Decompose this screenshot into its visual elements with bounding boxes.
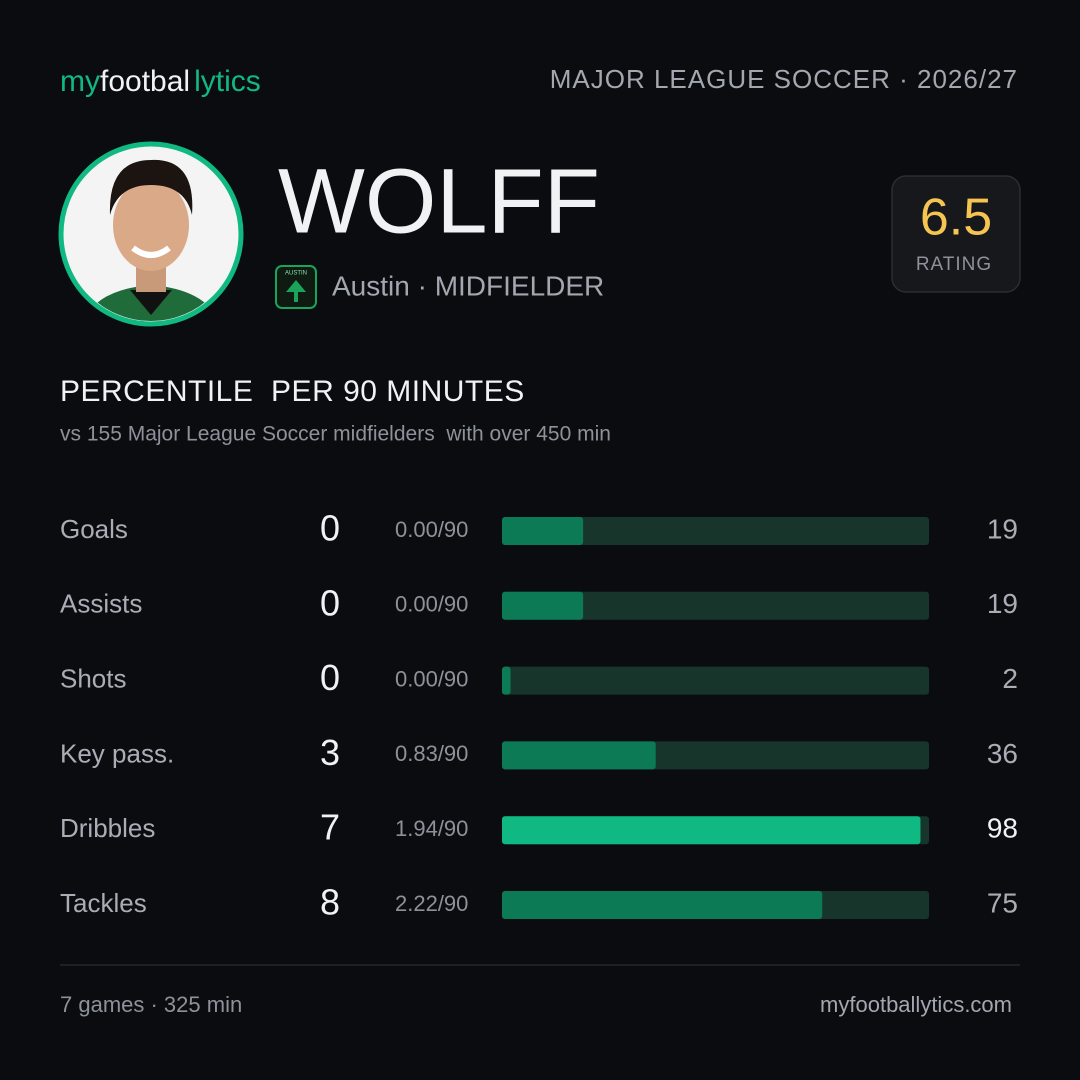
percentile-value: 2 bbox=[1002, 663, 1018, 694]
stat-per90: 1.94/90 bbox=[395, 816, 468, 841]
stat-label: Dribbles bbox=[60, 813, 155, 843]
brand-part: footbal bbox=[100, 65, 190, 98]
brand-part: my bbox=[60, 65, 100, 98]
avatar bbox=[58, 141, 244, 327]
player-name: WOLFF bbox=[278, 150, 600, 252]
percentile-value: 36 bbox=[987, 738, 1018, 769]
stat-total: 0 bbox=[320, 582, 340, 623]
brand-logo: myfootbal lytics bbox=[60, 65, 261, 98]
section-title: PERCENTILE PER 90 MINUTES bbox=[60, 375, 525, 408]
footer-right: myfootballytics.com bbox=[820, 992, 1012, 1017]
percentile-bar bbox=[502, 591, 584, 620]
percentile-bar bbox=[502, 891, 823, 919]
stat-label: Assists bbox=[60, 589, 142, 619]
percentile-bar bbox=[502, 517, 584, 545]
stat-per90: 0.83/90 bbox=[395, 741, 468, 766]
stat-total: 0 bbox=[320, 657, 340, 698]
percentile-bar bbox=[502, 666, 511, 695]
stat-total: 7 bbox=[320, 807, 340, 848]
rating-label: RATING bbox=[916, 254, 992, 275]
bar-track bbox=[502, 517, 929, 545]
stat-per90: 2.22/90 bbox=[395, 891, 468, 916]
stat-label: Tackles bbox=[60, 888, 147, 918]
percentile-value: 98 bbox=[987, 813, 1018, 844]
percentile-value: 19 bbox=[987, 588, 1018, 619]
bar-track bbox=[502, 591, 929, 620]
stat-per90: 0.00/90 bbox=[395, 666, 468, 691]
league: MAJOR LEAGUE SOCCER · 2026/27 bbox=[550, 64, 1018, 94]
percentile-bar bbox=[502, 816, 921, 845]
rating-value: 6.5 bbox=[920, 189, 992, 247]
stat-label: Goals bbox=[60, 514, 128, 544]
percentile-bar bbox=[502, 741, 656, 770]
player-subtitle: Austin · MIDFIELDER bbox=[332, 270, 604, 301]
stat-per90: 0.00/90 bbox=[395, 592, 468, 617]
stat-rows: Goals 0 0.00/90 19 Assists 0 0.00/90 19 Shots 0 0.… bbox=[60, 508, 1018, 923]
section-subtitle: vs 155 Major League Soccer midfielders w… bbox=[60, 423, 611, 446]
stat-label: Key pass. bbox=[60, 738, 174, 768]
percentile-value: 75 bbox=[987, 887, 1018, 918]
stat-label: Shots bbox=[60, 663, 127, 693]
percentile-value: 19 bbox=[987, 513, 1018, 544]
brand-part: lytics bbox=[194, 65, 261, 98]
bar-track bbox=[502, 666, 929, 695]
stat-total: 3 bbox=[320, 732, 340, 773]
footer-left: 7 games · 325 min bbox=[60, 992, 242, 1017]
badge-text: AUSTIN bbox=[285, 271, 307, 277]
stat-per90: 0.00/90 bbox=[395, 517, 468, 542]
rating-box bbox=[891, 175, 1021, 293]
stat-total: 8 bbox=[320, 882, 340, 923]
team-badge: AUSTIN bbox=[275, 265, 317, 309]
stat-total: 0 bbox=[320, 508, 340, 549]
